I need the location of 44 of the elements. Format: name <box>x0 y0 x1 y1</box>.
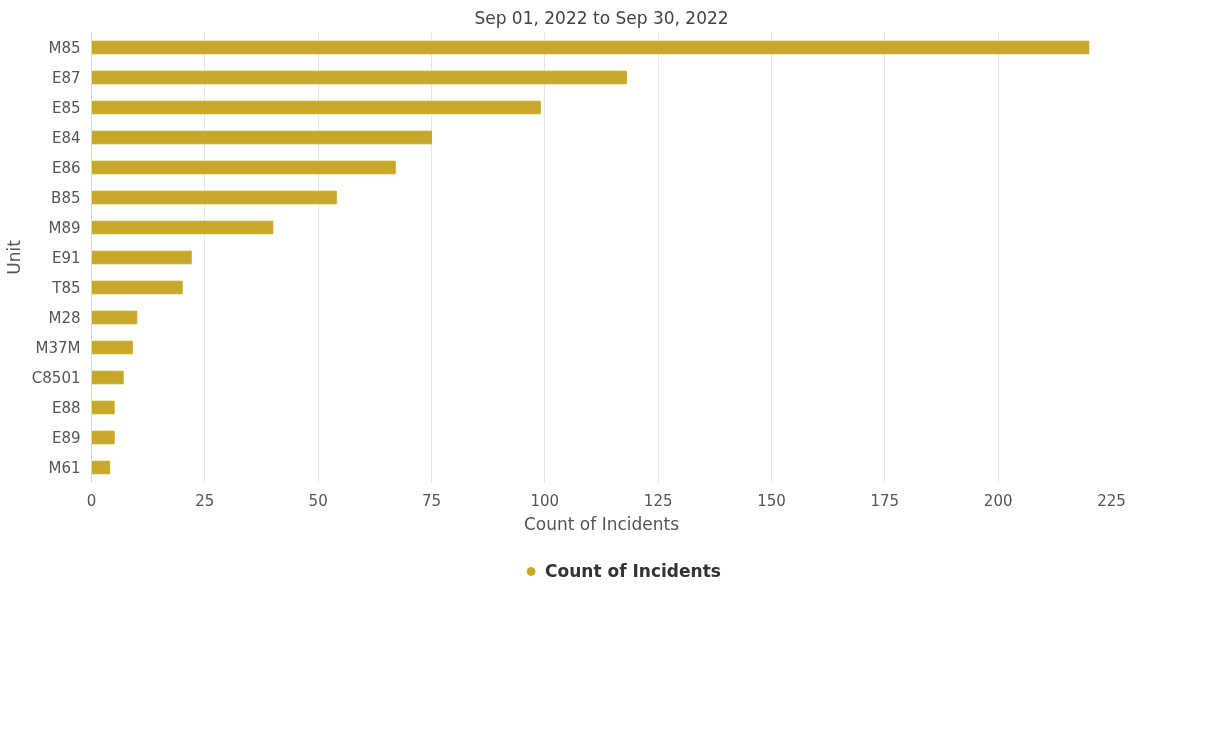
y-tick-label: E88 <box>51 398 81 417</box>
y-tick-label: E85 <box>51 98 81 117</box>
y-tick-label: T85 <box>51 278 81 297</box>
y-tick-label: E84 <box>51 128 81 147</box>
y-tick-label: E91 <box>51 248 81 267</box>
y-tick-label: M37M <box>35 338 81 357</box>
x-axis-title: Count of Incidents <box>523 513 680 534</box>
bar <box>91 370 124 385</box>
y-axis-title: Unit <box>3 239 24 275</box>
bar <box>91 40 1090 55</box>
bar <box>91 220 274 235</box>
bar <box>91 430 115 445</box>
x-tick-label: 175 <box>870 491 900 510</box>
chart-title: Sep 01, 2022 to Sep 30, 2022 <box>474 7 729 28</box>
y-tick-label: E87 <box>51 68 81 87</box>
y-tick-label: E86 <box>51 158 81 177</box>
bar <box>91 400 115 415</box>
bar <box>91 190 337 205</box>
y-tick-label: M28 <box>48 308 81 327</box>
x-tick-label: 225 <box>1097 491 1126 510</box>
bar <box>91 70 627 85</box>
bar <box>91 250 192 265</box>
y-tick-label: M85 <box>48 38 81 57</box>
x-tick-label: 100 <box>530 491 560 510</box>
bar <box>91 340 133 355</box>
x-tick-label: 50 <box>308 491 328 510</box>
bar <box>91 130 432 145</box>
x-tick-label: 200 <box>983 491 1013 510</box>
x-tick-label: 125 <box>643 491 673 510</box>
y-tick-label: C8501 <box>31 368 81 387</box>
y-tick-label: E89 <box>51 428 81 447</box>
bar <box>91 460 111 475</box>
y-tick-label: M61 <box>48 458 81 477</box>
x-tick-label: 25 <box>195 491 215 510</box>
x-tick-label: 75 <box>421 491 442 510</box>
bar <box>91 280 183 295</box>
bar <box>91 310 138 325</box>
y-tick-label: M89 <box>48 218 81 237</box>
legend-label: Count of Incidents <box>545 561 721 581</box>
bar <box>91 100 541 115</box>
y-tick-label: B85 <box>51 188 81 207</box>
x-tick-label: 0 <box>86 491 97 510</box>
bar <box>91 160 396 175</box>
x-tick-label: 150 <box>757 491 786 510</box>
